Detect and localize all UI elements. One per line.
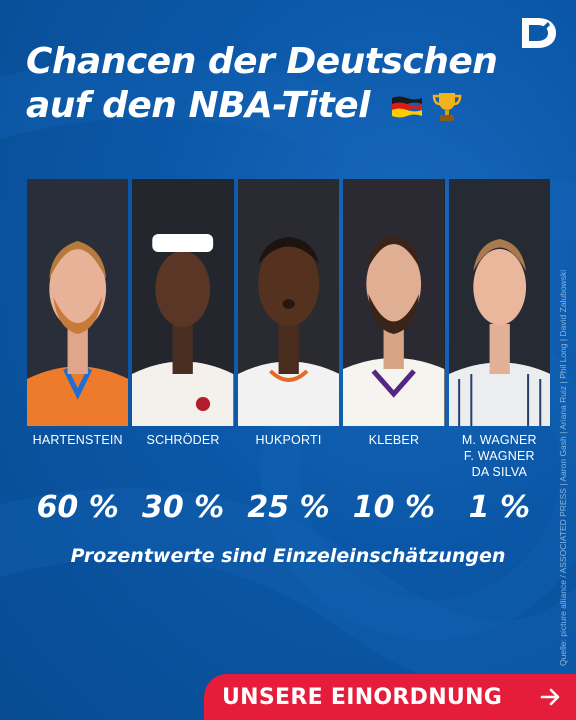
player-photo-schroeder xyxy=(132,179,234,426)
trophy-icon xyxy=(432,92,462,121)
player-name-line: KLEBER xyxy=(368,433,420,447)
percent-value: 10 % xyxy=(352,490,436,525)
brand-logo-icon xyxy=(522,18,556,48)
player-name: HUKPORTI xyxy=(238,432,339,480)
percent-value: 30 % xyxy=(141,490,225,525)
player-name-line: F. WAGNER xyxy=(463,449,535,463)
player-name-line: SCHRÖDER xyxy=(146,433,220,447)
player-photos xyxy=(27,179,551,426)
player-photo-hartenstein xyxy=(27,179,129,426)
player-name-line: DA SILVA xyxy=(471,465,527,479)
percent-value: 1 % xyxy=(468,490,531,525)
player-name-line: HUKPORTI xyxy=(255,433,322,447)
photo-credit: Quelle: picture alliance / ASSOCIATED PR… xyxy=(558,269,568,666)
player-name: HARTENSTEIN xyxy=(27,432,128,480)
headline-emojis xyxy=(390,90,464,124)
headline: Chancen der Deutschen auf den NBA-Titel xyxy=(26,40,498,128)
footnote: Prozentwerte sind Einzeleinschätzungen xyxy=(70,545,506,567)
player-photo-wagner xyxy=(448,179,551,426)
arrow-right-icon xyxy=(540,688,560,706)
player-name-line: M. WAGNER xyxy=(461,433,537,447)
player-photo-kleber xyxy=(343,179,445,426)
player-name: M. WAGNER F. WAGNER DA SILVA xyxy=(449,432,550,480)
player-photo-hukporti xyxy=(237,179,340,426)
player-names: HARTENSTEIN SCHRÖDER HUKPORTI KLEBER M. … xyxy=(27,432,550,480)
headline-line2: auf den NBA-Titel xyxy=(26,84,370,126)
flag-germany-icon xyxy=(391,96,422,118)
percentages-row: 60 % 30 % 25 % 10 % 1 % xyxy=(27,490,550,525)
player-name-line: HARTENSTEIN xyxy=(32,433,123,447)
cta-button[interactable]: UNSERE EINORDNUNG xyxy=(204,674,576,720)
cta-label: UNSERE EINORDNUNG xyxy=(222,684,503,710)
player-name: SCHRÖDER xyxy=(132,432,233,480)
player-name: KLEBER xyxy=(343,432,444,480)
percent-value: 25 % xyxy=(247,490,330,525)
percent-value: 60 % xyxy=(36,490,119,525)
headline-line1: Chancen der Deutschen xyxy=(26,41,498,82)
